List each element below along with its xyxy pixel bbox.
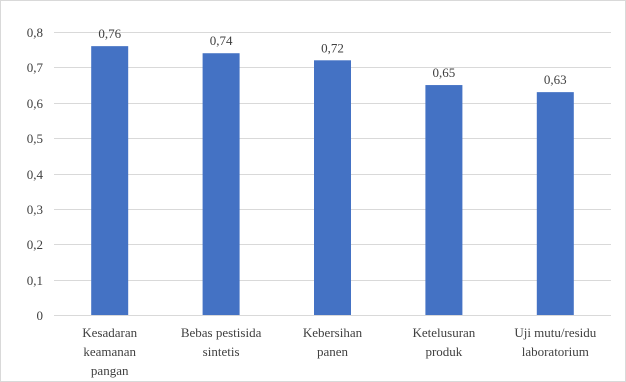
- y-tick-label: 0,4: [27, 167, 44, 182]
- bars: [91, 46, 574, 316]
- y-tick-label: 0,8: [27, 25, 43, 40]
- data-label: 0,63: [544, 72, 567, 87]
- data-label: 0,65: [433, 65, 456, 80]
- category-label: Ketelusuran: [412, 325, 475, 340]
- category-label: produk: [425, 344, 462, 359]
- x-axis-category-labels: Kesadaran keamanan pangan Bebas pestisida si…: [82, 325, 597, 378]
- bar: [425, 85, 463, 315]
- category-label: Uji mutu/residu: [514, 325, 596, 340]
- y-tick-label: 0,3: [27, 202, 43, 217]
- data-labels: 0,76 0,74 0,72 0,65 0,63: [98, 26, 566, 87]
- data-label: 0,72: [321, 40, 344, 55]
- data-label: 0,76: [98, 26, 121, 41]
- category-label: keamanan: [83, 344, 136, 359]
- category-label: pangan: [91, 363, 129, 378]
- category-label: Kesadaran: [82, 325, 137, 340]
- bar: [536, 92, 574, 315]
- y-axis-tick-labels: 0 0,1 0,2 0,3 0,4 0,5 0,6 0,7 0,8: [27, 25, 44, 323]
- category-label: Kebersihan: [303, 325, 363, 340]
- category-label: sintetis: [203, 344, 240, 359]
- y-tick-label: 0,2: [27, 237, 43, 252]
- y-tick-label: 0: [37, 308, 44, 323]
- category-label: Bebas pestisida: [181, 325, 262, 340]
- category-label: laboratorium: [522, 344, 589, 359]
- bar: [91, 46, 129, 316]
- bar: [202, 53, 240, 315]
- category-label: panen: [317, 344, 349, 359]
- y-tick-label: 0,5: [27, 131, 43, 146]
- y-tick-label: 0,1: [27, 273, 43, 288]
- y-tick-label: 0,7: [27, 60, 44, 75]
- bar: [314, 60, 351, 315]
- data-label: 0,74: [210, 33, 233, 48]
- y-tick-label: 0,6: [27, 96, 44, 111]
